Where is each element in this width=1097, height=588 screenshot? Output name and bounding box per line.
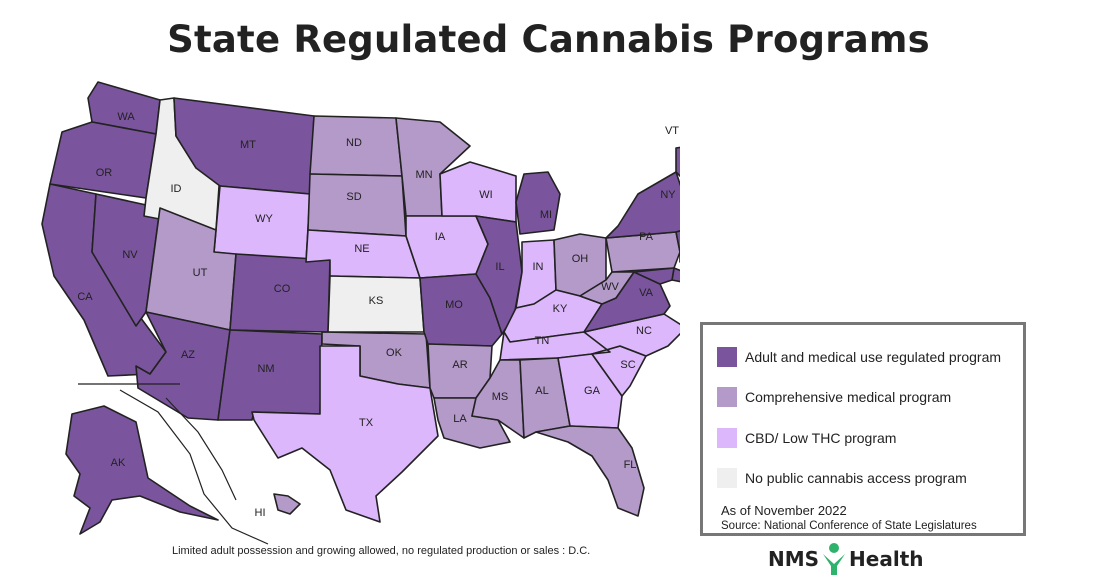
state-label-wv: WV [601,281,619,293]
state-ak [65,405,219,535]
map-title: State Regulated Cannabis Programs [167,18,930,61]
state-label-oh: OH [572,253,589,265]
state-label-az: AZ [181,349,195,361]
state-label-ms: MS [492,391,509,403]
state-fl [535,425,645,517]
state-label-ut: UT [193,267,208,279]
state-label-ok: OK [386,347,403,359]
state-label-ia: IA [435,231,446,243]
state-label-ca: CA [77,291,93,303]
legend-label: CBD/ Low THC program [745,430,897,446]
state-labels: WA OR CA NV ID MT WY UT AZ CO NM ND SD NE KS OK TX MN IA MO… [77,111,679,519]
legend-label: Adult and medical use regulated program [745,349,1002,365]
state-label-va: VA [639,287,654,299]
state-vt [675,146,680,178]
inset-divider-lines [78,383,269,545]
state-ga [557,353,623,429]
as-of-date: As of November 2022 [721,503,847,518]
state-label-in: IN [533,261,544,273]
state-label-mo: MO [445,299,463,311]
state-label-co: CO [274,283,291,295]
state-hi [273,493,301,515]
state-label-ne: NE [354,243,369,255]
legend-label: No public cannabis access program [745,470,967,486]
state-label-tn: TN [535,335,550,347]
state-label-wy: WY [255,213,273,225]
logo-text-right: Health [849,547,924,571]
logo-text-left: NMS [768,547,820,571]
state-label-pa: PA [639,231,654,243]
state-tx [251,345,439,523]
source-note: Source: National Conference of State Leg… [721,520,977,532]
state-nm [217,329,323,421]
state-sd [307,173,407,237]
state-label-ks: KS [369,295,384,307]
state-wi [439,161,517,223]
state-mi [515,171,561,235]
state-label-sd: SD [346,191,361,203]
legend: Adult and medical use regulated program … [700,322,1026,536]
state-ia [405,215,489,279]
legend-swatch-cbd [717,428,737,448]
legend-swatch-medical [717,387,737,407]
legend-swatch-adult [717,347,737,367]
state-label-tx: TX [359,417,374,429]
us-states-map: WA OR CA NV ID MT WY UT AZ CO NM ND SD NE KS OK TX MN IA MO… [41,81,680,545]
state-label-il: IL [495,261,504,273]
state-il [475,215,523,335]
state-or [49,121,157,199]
state-nj [675,230,680,263]
state-label-wa: WA [117,111,135,123]
state-label-ny: NY [660,189,676,201]
legend-label: Comprehensive medical program [745,389,952,405]
state-label-mt: MT [240,139,256,151]
state-label-ar: AR [452,359,467,371]
state-label-mi: MI [540,209,552,221]
state-label-nc: NC [636,325,652,337]
state-wv [579,271,635,305]
state-label-id: ID [171,183,182,195]
legend-item-adult: Adult and medical use regulated program [717,347,1001,367]
state-nc [583,313,680,357]
state-label-ky: KY [553,303,568,315]
state-label-nd: ND [346,137,362,149]
state-label-hi: HI [255,507,266,519]
state-label-nv: NV [122,249,138,261]
state-md [633,267,675,285]
legend-swatch-none [717,468,737,488]
nms-health-logo: NMS Health [768,542,924,576]
state-label-or: OR [96,167,113,179]
state-label-sc: SC [620,359,635,371]
dc-footnote: Limited adult possession and growing all… [172,545,591,557]
legend-item-medical: Comprehensive medical program [717,387,951,407]
state-label-wi: WI [479,189,492,201]
state-label-ak: AK [111,457,126,469]
state-label-ga: GA [584,385,601,397]
state-shapes [41,81,680,535]
state-ny [605,171,680,239]
state-label-vt: VT [665,125,679,137]
state-label-la: LA [453,413,467,425]
state-label-al: AL [535,385,548,397]
legend-item-cbd: CBD/ Low THC program [717,428,896,448]
state-label-mn: MN [415,169,432,181]
state-label-nm: NM [257,363,274,375]
legend-item-none: No public cannabis access program [717,468,967,488]
state-label-fl: FL [624,459,637,471]
person-icon [823,543,846,575]
